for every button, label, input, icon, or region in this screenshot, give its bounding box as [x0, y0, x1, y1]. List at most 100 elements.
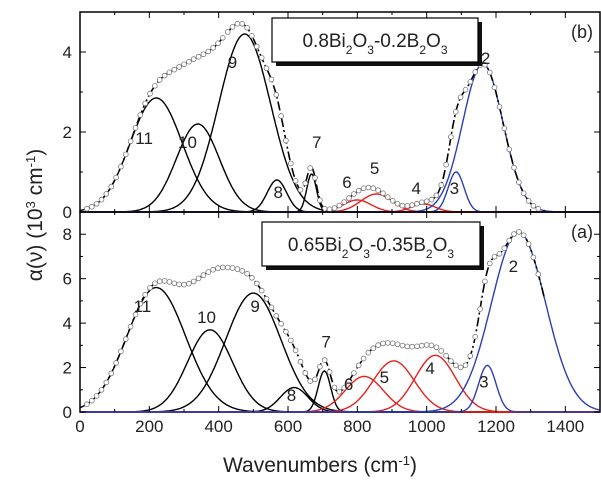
data-point-b [195, 53, 202, 60]
data-point-a [404, 343, 411, 350]
panel-letter-b: (b) [571, 22, 593, 42]
data-point-a [317, 363, 323, 370]
data-point-a [360, 355, 367, 362]
data-point-a [292, 347, 299, 354]
x-tick-label: 1400 [546, 417, 584, 436]
data-point-a [118, 348, 124, 355]
data-point-b [496, 104, 503, 110]
data-point-b [307, 165, 314, 171]
data-point-b [370, 185, 377, 192]
data-point-b [220, 34, 226, 41]
data-point-a [365, 349, 372, 356]
data-point-a [462, 362, 469, 369]
data-point-a [477, 306, 483, 312]
x-tick-label: 400 [204, 417, 232, 436]
data-point-b [433, 192, 440, 199]
data-point-a [176, 281, 182, 288]
data-point-b [312, 175, 318, 181]
y-tick-label-a: 4 [63, 314, 72, 333]
peak-label-4-b: 4 [412, 179, 421, 198]
data-point-b [137, 112, 144, 118]
data-point-b [98, 196, 105, 203]
y-tick-label-a: 0 [63, 403, 72, 422]
x-tick-label: 0 [75, 417, 84, 436]
data-point-a [428, 342, 435, 349]
data-point-a [516, 229, 522, 235]
data-point-b [336, 202, 343, 209]
composition-label-b: 0.8Bi2O3-0.2B2O3 [302, 31, 447, 57]
data-point-b [414, 200, 420, 207]
data-point-b [268, 76, 275, 83]
data-point-b [360, 185, 367, 192]
peak-label-8-a: 8 [287, 386, 296, 405]
data-point-b [462, 87, 469, 93]
data-point-a [525, 241, 532, 247]
data-point-a [89, 397, 95, 404]
data-point-b [215, 40, 221, 47]
data-point-a [190, 278, 197, 285]
data-point-b [108, 183, 114, 190]
data-point-b [399, 202, 406, 209]
data-point-a [467, 353, 474, 359]
data-point-b [423, 198, 430, 205]
data-point-a [258, 287, 265, 294]
data-point-a [389, 340, 396, 347]
peak-label-4-a: 4 [425, 359, 434, 378]
panel-a: 11 10 9 8 7 6 5 4 3 2 0 2 4 6 8 0.65Bi2O3-0.35B2O3 (a) [63, 211, 601, 422]
data-point-b [394, 201, 401, 207]
data-point-a [297, 358, 304, 365]
data-point-a [93, 393, 100, 399]
data-point-a [195, 275, 202, 282]
peak-label-11-a: 11 [134, 297, 152, 316]
data-point-b [341, 199, 348, 205]
data-point-b [297, 187, 304, 193]
data-point-a [234, 266, 241, 272]
peak-label-5-a: 5 [380, 368, 389, 387]
data-point-b [142, 100, 149, 107]
y-tick-label-a: 2 [63, 359, 72, 378]
composition-box-a [261, 221, 481, 267]
component-10-curve-a [80, 329, 600, 413]
component-3-curve-a [80, 364, 600, 413]
data-point-b [317, 197, 323, 204]
x-tick-label: 600 [274, 417, 302, 436]
y-tick-label-a: 6 [63, 270, 72, 289]
data-point-a [108, 370, 114, 377]
data-point-a [530, 254, 537, 261]
data-point-a [511, 231, 517, 237]
data-point-b [181, 61, 187, 68]
data-point-a [239, 268, 246, 274]
data-point-a [312, 376, 318, 383]
peak-label-3-a: 3 [479, 373, 488, 392]
data-point-a [224, 264, 231, 271]
y-tick-label-a: 8 [63, 225, 72, 244]
data-point-a [84, 401, 90, 408]
data-point-b [355, 187, 362, 194]
data-point-b [331, 205, 338, 211]
data-point-b [147, 90, 153, 97]
data-point-b [516, 179, 522, 186]
data-point-a [113, 360, 119, 366]
data-point-a [152, 280, 158, 287]
data-point-b [132, 125, 139, 131]
data-point-b [103, 191, 110, 197]
data-point-a [472, 333, 479, 340]
data-point-b [467, 79, 474, 85]
data-point-a [181, 281, 187, 288]
data-point-b [351, 191, 357, 197]
data-point-b [205, 48, 212, 55]
data-point-b [292, 178, 299, 184]
data-point-b [326, 206, 333, 213]
data-point-a [520, 232, 527, 239]
data-point-b [234, 20, 241, 27]
data-point-a [423, 342, 430, 348]
data-point-a [283, 328, 289, 335]
data-point-a [491, 253, 498, 260]
data-point-b [389, 198, 396, 204]
data-point-b [127, 138, 134, 145]
data-point-b [404, 203, 411, 209]
data-point-b [84, 205, 90, 212]
data-point-a [501, 245, 508, 252]
data-point-b [380, 190, 386, 197]
data-point-a [438, 348, 445, 354]
